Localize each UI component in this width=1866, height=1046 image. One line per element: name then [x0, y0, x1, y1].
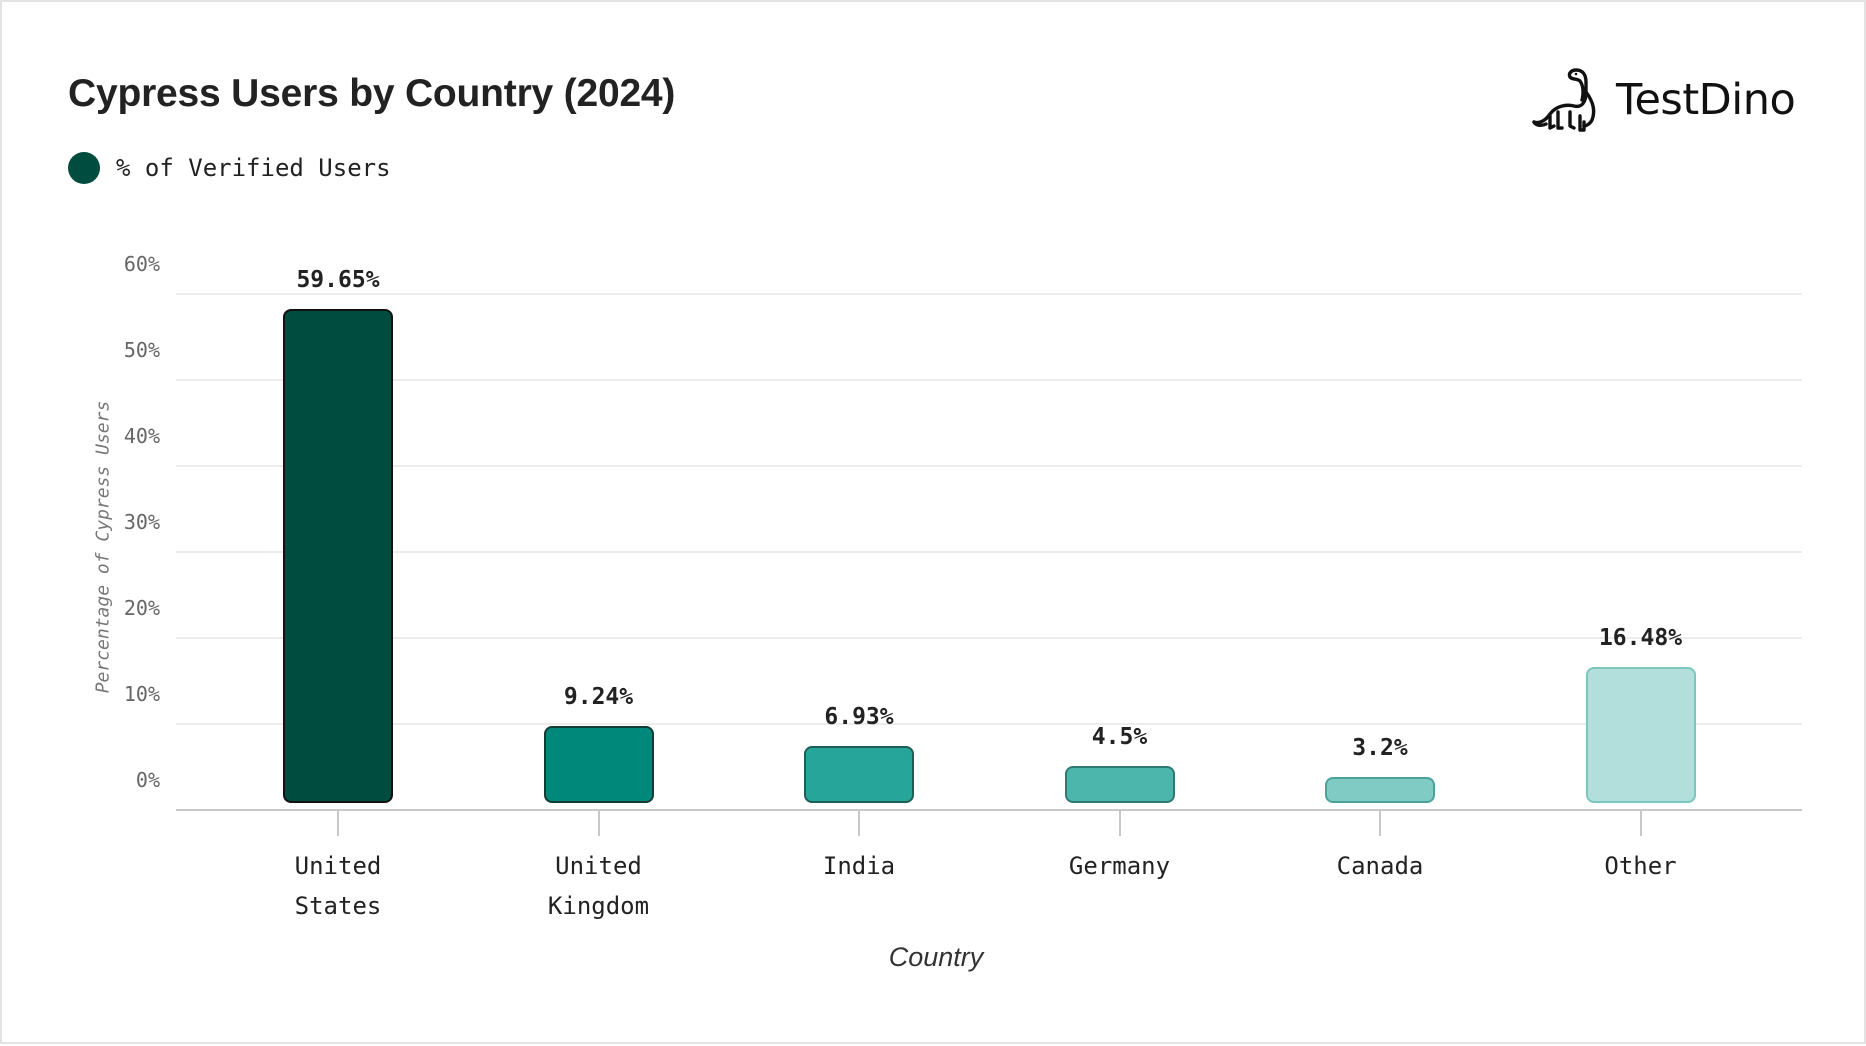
bar[interactable]	[1585, 666, 1696, 803]
x-tick-label-line: Germany	[1068, 852, 1171, 880]
y-tick-label: 40%	[123, 424, 160, 448]
x-axis-line	[176, 809, 1802, 811]
x-tick-label: India	[749, 846, 969, 886]
bar-value-label: 4.5%	[1091, 723, 1148, 750]
y-tick-label: 50%	[123, 338, 160, 362]
x-tick	[1118, 811, 1121, 836]
legend-label: % of Verified Users	[116, 154, 391, 182]
x-tick-label-line: India	[822, 852, 896, 880]
x-tick	[597, 811, 600, 836]
bar-value-label: 16.48%	[1598, 624, 1683, 651]
x-tick-label-line: Kingdom	[547, 892, 650, 920]
y-tick-label: 0%	[135, 768, 160, 792]
gridline	[176, 465, 1802, 467]
gridline	[176, 637, 1802, 639]
bar[interactable]	[1064, 765, 1175, 803]
x-tick	[1639, 811, 1642, 836]
x-tick	[858, 811, 860, 836]
bar[interactable]	[1325, 776, 1435, 803]
x-tick-label-line: United	[555, 852, 642, 880]
bar-value-label: 9.24%	[563, 684, 634, 711]
y-tick-label: 30%	[123, 510, 160, 534]
x-tick	[1379, 811, 1381, 836]
bar-value-label: 59.65%	[296, 267, 380, 294]
y-tick-label: 20%	[123, 596, 160, 620]
chart-title: Cypress Users by Country (2024)	[68, 72, 676, 115]
bar-value-label: 3.2%	[1352, 734, 1408, 761]
legend-swatch-icon	[68, 152, 100, 184]
x-tick-label-line: Canada	[1336, 852, 1424, 880]
bar[interactable]	[804, 745, 914, 803]
y-tick-label: 60%	[123, 252, 160, 276]
x-tick-label-line: Other	[1604, 852, 1677, 880]
x-tick-label: Canada	[1270, 846, 1490, 886]
legend: % of Verified Users	[68, 152, 391, 184]
x-tick-label: United Kingdom	[489, 846, 709, 926]
y-tick-label: 10%	[123, 682, 160, 706]
x-axis-title: Country	[888, 942, 984, 972]
x-tick	[337, 811, 339, 836]
gridline	[176, 723, 1802, 725]
bar[interactable]	[283, 309, 393, 803]
x-tick-label-line: United	[294, 852, 382, 880]
gridline	[176, 551, 1802, 553]
x-tick-label: Germany	[1010, 846, 1230, 886]
bar-value-label: 6.93%	[824, 703, 894, 730]
y-axis-title: Percentage of Cypress Users	[92, 400, 114, 694]
bar[interactable]	[543, 726, 654, 803]
gridline	[176, 379, 1802, 381]
x-tick-label: Other	[1531, 846, 1751, 886]
brand-logo: TestDino	[1530, 64, 1796, 136]
dinosaur-icon	[1532, 68, 1596, 132]
gridline	[176, 293, 1802, 295]
x-tick-label: United States	[228, 846, 448, 926]
logo-text: TestDino	[1616, 75, 1796, 125]
x-tick-label-line: States	[294, 892, 382, 920]
